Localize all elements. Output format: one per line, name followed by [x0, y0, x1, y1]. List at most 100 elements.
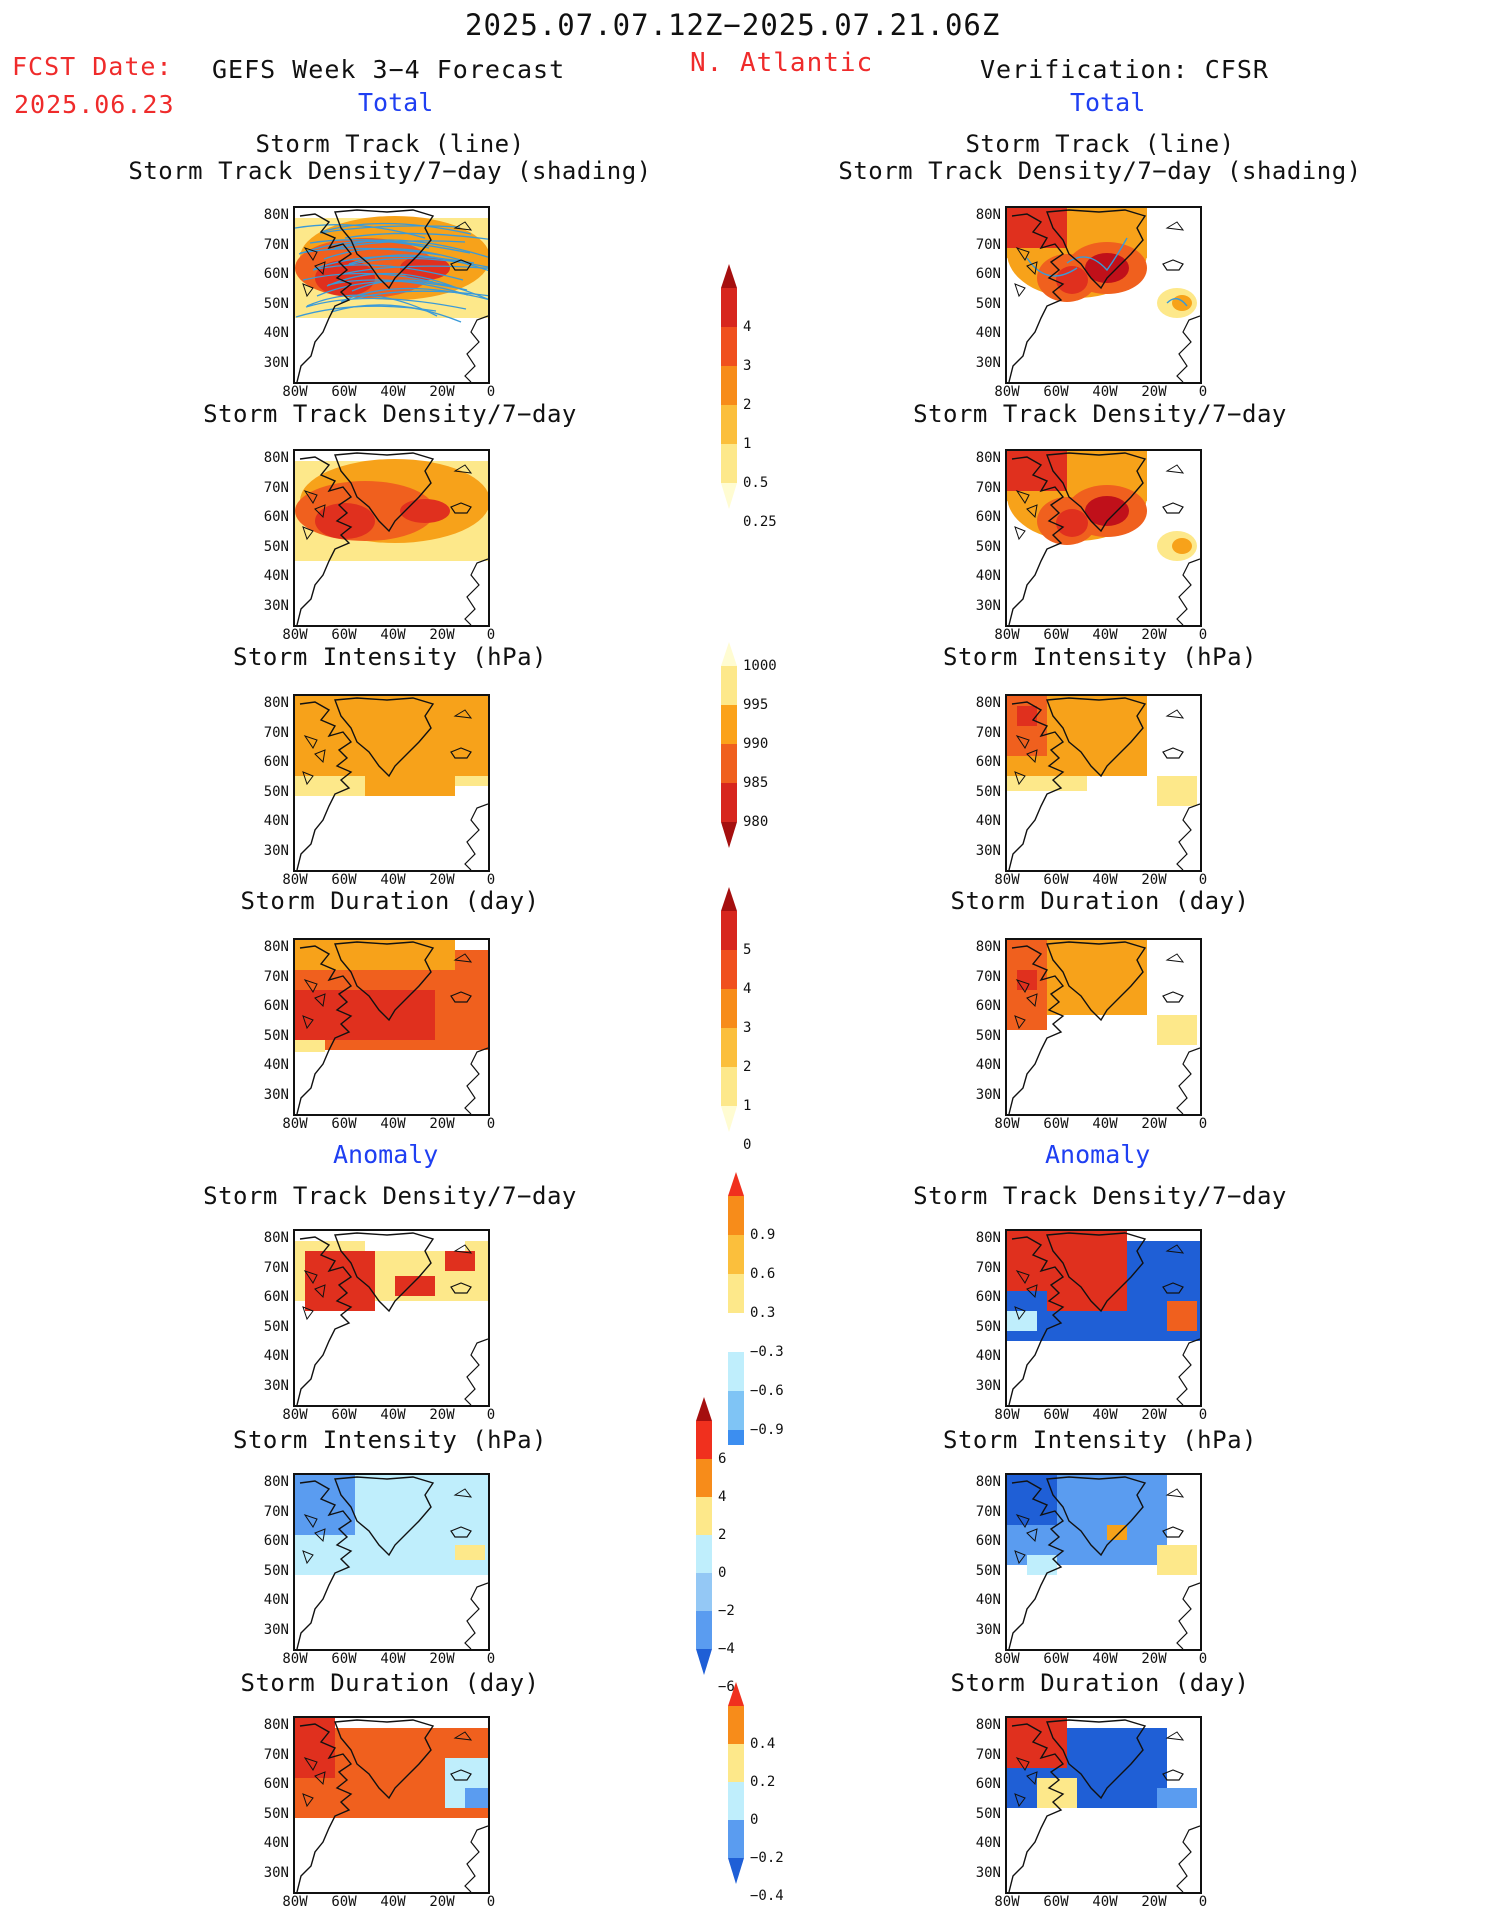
lat-tick-label: 30N	[263, 354, 289, 371]
map-intensity-verification	[1005, 694, 1202, 872]
lat-tick-label: 30N	[975, 1864, 1001, 1881]
lon-tick-label: 0	[486, 627, 496, 643]
colorbar-segment	[721, 666, 737, 705]
anomaly-right-label: Anomaly	[1045, 1140, 1151, 1169]
lat-tick-label: 40N	[975, 1057, 1001, 1073]
north-atlantic-map	[1007, 451, 1200, 625]
lat-tick-label: 70N	[975, 1503, 1001, 1520]
lon-tick-label: 80W	[282, 627, 308, 643]
colorbar-segment	[728, 1313, 744, 1352]
colorbar-segment	[696, 1397, 712, 1421]
panel-title-duration-left: Storm Duration (day)	[240, 887, 540, 915]
north-atlantic-map	[295, 452, 488, 625]
colorbar-tick-label: −0.3	[750, 1344, 784, 1360]
panel-title-track-shading-right: Storm Track Density/7−day (shading)	[838, 157, 1362, 185]
lat-tick-label: 50N	[263, 1318, 289, 1335]
lat-tick-label: 40N	[263, 1348, 289, 1364]
forecast-title: GEFS Week 3−4 Forecast	[212, 55, 566, 84]
colorbar-segment	[728, 1706, 744, 1744]
colorbar-segment	[728, 1744, 744, 1782]
lat-tick-label: 70N	[263, 1503, 289, 1520]
colorbar-tick-label: 4	[743, 981, 752, 997]
panel-title-track-shading-left: Storm Track Density/7−day (shading)	[128, 157, 652, 185]
lat-tick-label: 60N	[263, 509, 289, 525]
colorbar-tick-label: 1	[743, 436, 752, 452]
colorbar-segment	[721, 989, 737, 1028]
lon-tick-label: 20W	[429, 872, 455, 888]
lat-tick-label: 30N	[975, 1377, 1001, 1394]
lat-tick-label: 40N	[263, 813, 289, 829]
lat-tick-label: 40N	[975, 1592, 1001, 1608]
colorbar-segment	[721, 744, 737, 783]
lat-tick-label: 50N	[263, 1805, 289, 1822]
lon-tick-label: 0	[1198, 1894, 1208, 1910]
colorbar-tick-label: 3	[743, 1020, 752, 1036]
map-intensity-forecast	[293, 694, 490, 872]
lon-tick-label: 80W	[994, 1116, 1020, 1132]
lon-tick-label: 0	[486, 384, 496, 400]
lon-tick-label: 80W	[282, 1651, 308, 1667]
colorbar-duration-total	[721, 887, 737, 1132]
lat-tick-label: 70N	[263, 968, 289, 985]
colorbar-segment	[728, 1682, 744, 1706]
lat-tick-label: 30N	[975, 1086, 1001, 1103]
region-title: N. Atlantic	[690, 48, 874, 78]
lat-tick-label: 80N	[263, 1230, 289, 1246]
colorbar-segment	[728, 1235, 744, 1274]
lat-tick-label: 60N	[263, 1289, 289, 1305]
lon-tick-label: 80W	[994, 384, 1020, 400]
lat-tick-label: 70N	[975, 724, 1001, 741]
map-track-forecast	[293, 206, 490, 384]
colorbar-tick-label: 0.2	[750, 1774, 776, 1790]
colorbar-segment	[721, 822, 737, 848]
colorbar-segment	[696, 1649, 712, 1675]
panel-title-density-right: Storm Track Density/7−day	[913, 400, 1287, 428]
lat-tick-label: 50N	[975, 1027, 1001, 1044]
lat-tick-label: 50N	[263, 295, 289, 312]
lon-tick-label: 60W	[1043, 1651, 1069, 1667]
map-density-anom-forecast	[293, 1229, 490, 1407]
lon-tick-label: 60W	[1043, 1894, 1069, 1910]
colorbar-tick-label: −4	[718, 1641, 735, 1657]
lat-tick-label: 40N	[263, 325, 289, 341]
lon-tick-label: 20W	[1141, 1651, 1167, 1667]
colorbar-tick-label: 0	[743, 1137, 752, 1153]
lat-tick-label: 50N	[975, 783, 1001, 800]
fcst-date-label: FCST Date:	[12, 52, 173, 81]
lat-tick-label: 50N	[263, 1027, 289, 1044]
panel-title-density-anom-left: Storm Track Density/7−day	[203, 1182, 577, 1210]
colorbar-tick-label: −0.9	[750, 1422, 784, 1438]
colorbar-segment	[721, 444, 737, 483]
colorbar-tick-label: 2	[718, 1527, 727, 1543]
lon-tick-label: 80W	[994, 872, 1020, 888]
lon-tick-label: 0	[486, 1116, 496, 1132]
colorbar-tick-label: 0.5	[743, 475, 769, 491]
colorbar-segment	[721, 911, 737, 950]
north-atlantic-map	[1007, 696, 1200, 870]
lat-tick-label: 30N	[975, 597, 1001, 614]
map-duration-anom-forecast	[293, 1716, 490, 1894]
colorbar-segment	[721, 366, 737, 405]
colorbar-intensity-anomaly	[696, 1397, 712, 1675]
lon-tick-label: 80W	[994, 627, 1020, 643]
colorbar-segment	[721, 288, 737, 327]
panel-title-intensity-anom-right: Storm Intensity (hPa)	[943, 1426, 1257, 1454]
lon-tick-label: 0	[1198, 1407, 1208, 1423]
lon-tick-label: 40W	[1092, 627, 1118, 643]
lat-tick-label: 40N	[975, 325, 1001, 341]
map-intensity-anom-verification	[1005, 1473, 1202, 1651]
lat-tick-label: 70N	[975, 968, 1001, 985]
panel-title-intensity-left: Storm Intensity (hPa)	[233, 643, 547, 671]
lat-tick-label: 60N	[975, 509, 1001, 525]
lon-tick-label: 80W	[282, 872, 308, 888]
colorbar-segment	[728, 1430, 744, 1445]
colorbar-segment	[721, 887, 737, 911]
lon-tick-label: 20W	[429, 1651, 455, 1667]
lon-tick-label: 0	[486, 1407, 496, 1423]
lat-tick-label: 60N	[263, 998, 289, 1014]
colorbar-segment	[721, 327, 737, 366]
map-track-verification	[1005, 206, 1202, 384]
north-atlantic-map	[295, 1475, 488, 1649]
lat-tick-label: 50N	[975, 1318, 1001, 1335]
lon-tick-label: 20W	[1141, 1407, 1167, 1423]
